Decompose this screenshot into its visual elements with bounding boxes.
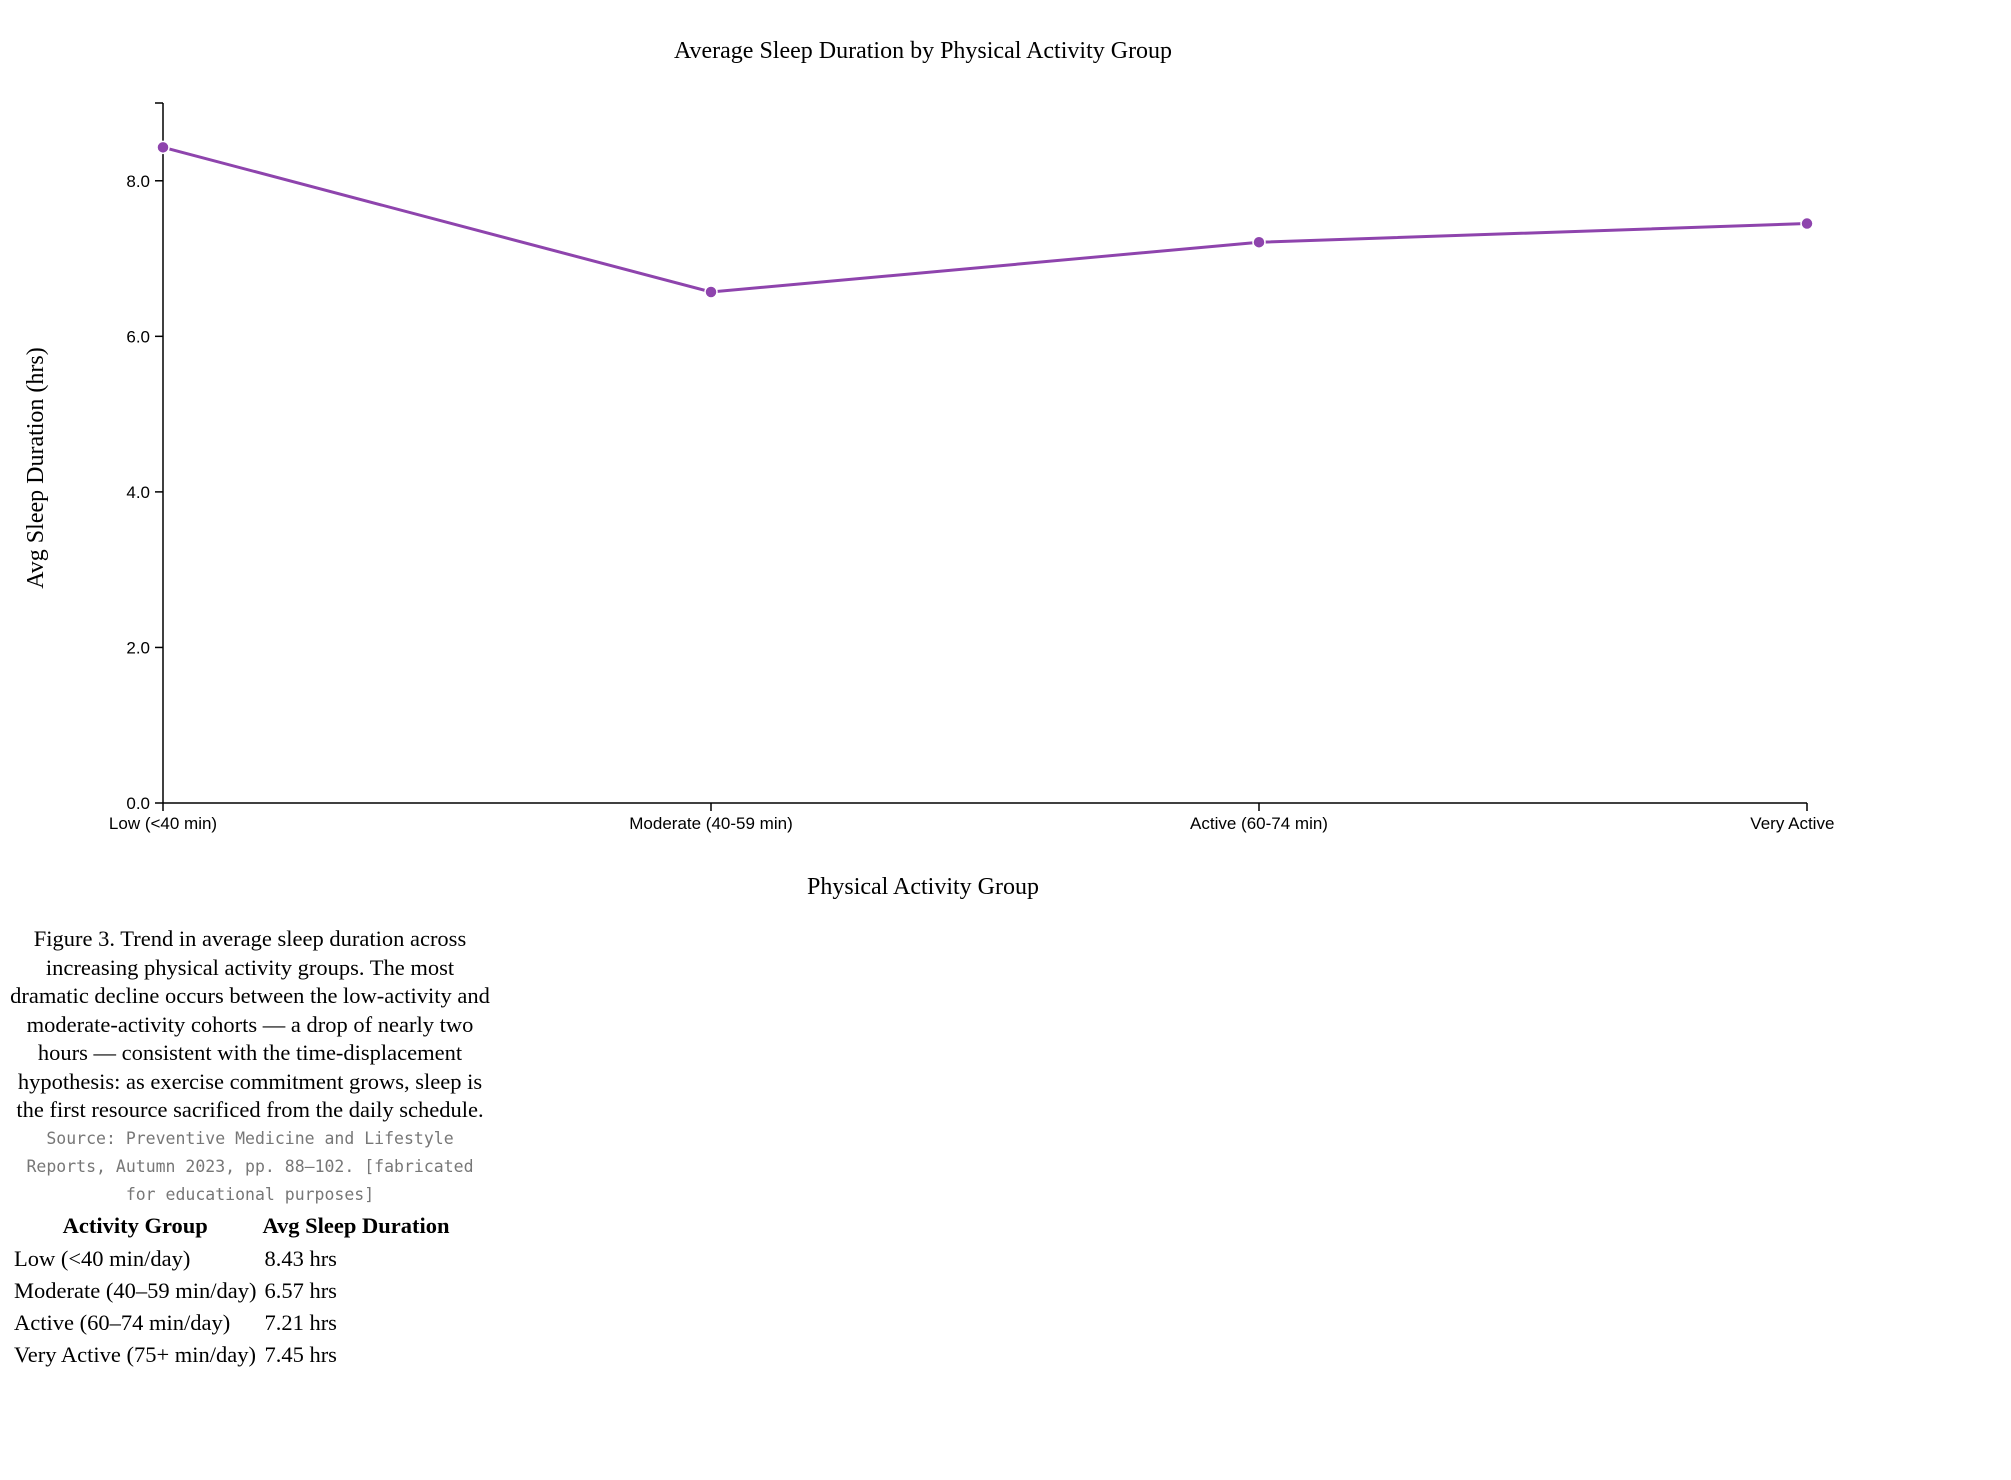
x-tick-labels: Low (<40 min) Moderate (40-59 min) Active … bbox=[109, 814, 1863, 833]
x-axis: Low (<40 min) Moderate (40-59 min) Active … bbox=[109, 802, 1863, 833]
table-header-activity-group: Activity Group bbox=[62, 1212, 208, 1238]
y-tick-label: 8.0 bbox=[126, 172, 150, 191]
figure-caption-block: Figure 3. Trend in average sleep duratio… bbox=[10, 925, 490, 1371]
data-point bbox=[1252, 235, 1266, 249]
y-tick-label: 2.0 bbox=[126, 638, 150, 657]
table-header-avg-sleep: Avg Sleep Duration bbox=[262, 1212, 450, 1238]
figure-source: Source: Preventive Medicine and Lifestyl… bbox=[26, 1128, 474, 1204]
table-cell-group: Very Active (75+ min/day) bbox=[14, 1341, 257, 1367]
table-row: Active (60–74 min/day) 7.21 hrs bbox=[10, 1307, 452, 1339]
data-point bbox=[1800, 216, 1814, 231]
series-line bbox=[162, 145, 1808, 294]
table-row: Moderate (40–59 min/day) 6.57 hrs bbox=[10, 1275, 452, 1307]
table-header-row: Activity Group Avg Sleep Duration bbox=[10, 1209, 452, 1243]
table-cell-group: Moderate (40–59 min/day) bbox=[14, 1277, 257, 1303]
table-cell-group: Active (60–74 min/day) bbox=[14, 1309, 231, 1335]
table-cell-value: 6.57 hrs bbox=[264, 1277, 337, 1303]
x-tick-label: Active (60-74 min) bbox=[1190, 814, 1328, 833]
x-tick-label: Very Active (75 bbox=[1750, 814, 1863, 833]
table-cell-value: 7.45 hrs bbox=[264, 1341, 337, 1367]
series-line-group bbox=[156, 140, 1814, 299]
chart-title: Average Sleep Duration by Physical Activ… bbox=[674, 38, 1172, 64]
x-tick-label: Moderate (40-59 min) bbox=[629, 814, 792, 833]
y-axis-label: Avg Sleep Duration (hrs) bbox=[23, 347, 49, 589]
y-tick-label: 6.0 bbox=[126, 327, 150, 346]
table-row: Very Active (75+ min/day) 7.45 hrs bbox=[10, 1339, 452, 1371]
table-row: Low (<40 min/day) 8.43 hrs bbox=[10, 1243, 452, 1275]
x-tick-label: Low (<40 min) bbox=[109, 814, 217, 833]
y-axis: 0.0 2.0 4.0 6.0 8.0 bbox=[126, 102, 164, 813]
table-cell-value: 7.21 hrs bbox=[264, 1309, 337, 1335]
figure-caption: Figure 3. Trend in average sleep duratio… bbox=[10, 926, 490, 1122]
table-cell-value: 8.43 hrs bbox=[264, 1245, 337, 1271]
data-point bbox=[704, 285, 718, 299]
data-point bbox=[156, 140, 170, 155]
line-chart: Average Sleep Duration by Physical Activ… bbox=[23, 38, 1863, 900]
x-axis-label: Physical Activity Group bbox=[807, 874, 1039, 900]
table-cell-group: Low (<40 min/day) bbox=[14, 1245, 191, 1271]
y-tick-label: 4.0 bbox=[126, 483, 150, 502]
y-tick-label: 0.0 bbox=[126, 794, 150, 813]
data-table: Activity Group Avg Sleep Duration Low (<… bbox=[10, 1209, 452, 1371]
